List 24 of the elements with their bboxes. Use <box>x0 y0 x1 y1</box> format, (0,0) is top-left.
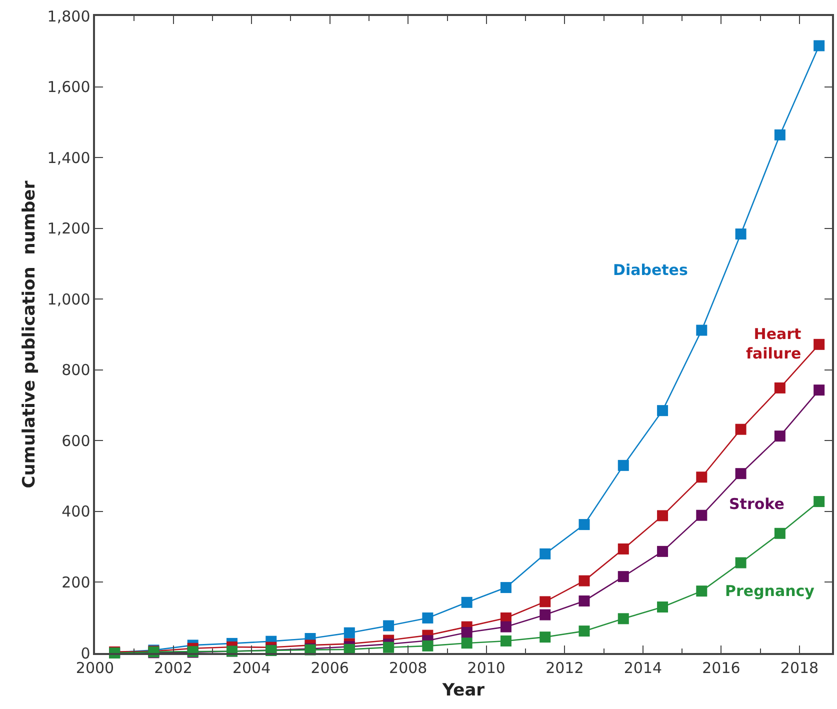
x-tick-label: 2006 <box>310 658 349 677</box>
y-tick-label: 1,800 <box>47 7 90 26</box>
x-tick-label: 2012 <box>546 658 584 677</box>
y-tick-label: 400 <box>62 502 90 521</box>
y-tick-label: 1,400 <box>47 148 90 167</box>
y-tick-label: 200 <box>62 573 90 592</box>
y-tick-label: 600 <box>62 432 90 450</box>
x-tick-label: 2016 <box>702 658 740 677</box>
series-label: Pregnancy <box>725 582 815 600</box>
x-tick-label: 2004 <box>232 658 271 677</box>
series-label: Heart failure <box>746 325 802 362</box>
x-tick-label: 2014 <box>624 658 662 677</box>
text: Diabetes <box>613 261 688 279</box>
x-axis-title: Year <box>441 680 486 701</box>
y-tick-label: 1,600 <box>47 78 90 96</box>
y-tick-label: 800 <box>62 361 90 380</box>
series-label: Stroke <box>729 495 784 513</box>
x-tick-label: 2018 <box>780 658 819 677</box>
y-tick-label: 1,000 <box>47 290 90 308</box>
x-tick-label: 2008 <box>389 658 428 677</box>
y-tick-label: 1,200 <box>47 220 90 238</box>
y-axis-title: Cumulative publication number <box>19 180 40 488</box>
x-tick-label: 2002 <box>154 658 192 677</box>
x-tick-label: 2010 <box>467 658 506 677</box>
